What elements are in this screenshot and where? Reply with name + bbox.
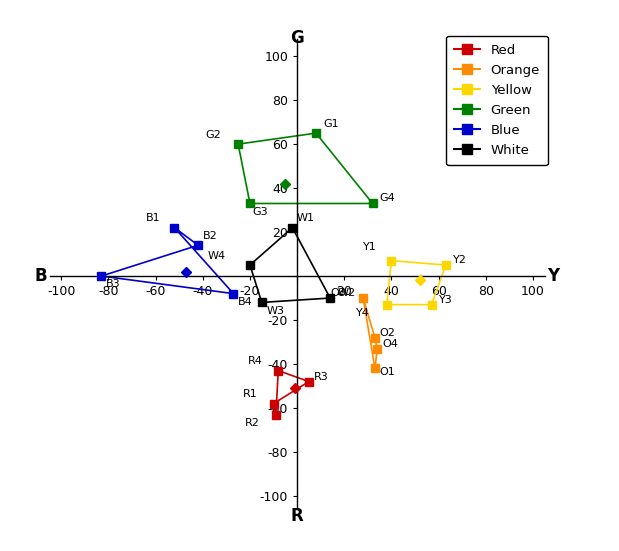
Text: W1: W1: [297, 213, 315, 223]
Text: R4: R4: [248, 356, 262, 366]
Legend: Red, Orange, Yellow, Green, Blue, White: Red, Orange, Yellow, Green, Blue, White: [446, 36, 548, 165]
Text: G1: G1: [323, 118, 339, 129]
Text: Y3: Y3: [439, 295, 452, 305]
Text: O3: O3: [330, 288, 346, 298]
Text: B3: B3: [106, 279, 121, 289]
Text: B2: B2: [203, 231, 217, 241]
Text: Y4: Y4: [356, 308, 370, 318]
Text: W4: W4: [207, 251, 226, 261]
Text: B4: B4: [238, 297, 253, 307]
Text: Y: Y: [547, 267, 559, 285]
Text: G: G: [290, 29, 304, 47]
Text: R1: R1: [243, 389, 258, 399]
Text: Y2: Y2: [452, 255, 467, 265]
Text: G3: G3: [253, 207, 268, 217]
Text: B1: B1: [146, 213, 161, 223]
Text: R: R: [291, 507, 303, 525]
Text: O2: O2: [379, 328, 396, 338]
Text: O1: O1: [379, 367, 396, 377]
Text: W2: W2: [337, 288, 355, 298]
Text: Y1: Y1: [363, 242, 377, 252]
Text: G2: G2: [205, 129, 221, 140]
Text: W3: W3: [266, 306, 285, 316]
Text: G4: G4: [379, 193, 396, 203]
Text: O4: O4: [382, 339, 398, 349]
Text: R2: R2: [245, 418, 260, 428]
Text: R3: R3: [314, 371, 328, 382]
Text: B: B: [35, 267, 47, 285]
